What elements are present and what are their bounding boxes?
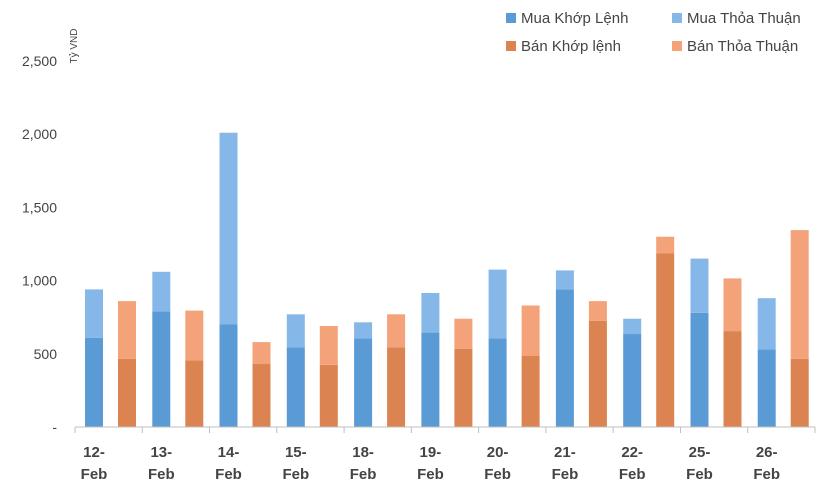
x-tick-label: 18-Feb xyxy=(350,444,377,481)
bar-ban-thoa-thuan-13-feb xyxy=(185,310,204,361)
bar-mua-khop-lenh-19-feb xyxy=(421,332,440,427)
x-tick-label: 19-Feb xyxy=(417,444,444,481)
bar-ban-thoa-thuan-25-feb xyxy=(723,278,742,332)
bar-mua-khop-lenh-13-feb xyxy=(152,311,171,427)
x-tick-label: 21-Feb xyxy=(552,444,579,481)
bar-ban-khop-lenh-13-feb xyxy=(185,360,204,427)
legend-swatch-mua-khop-lenh xyxy=(506,13,516,23)
bar-ban-thoa-thuan-20-feb xyxy=(521,305,540,356)
x-tick-label: 26-Feb xyxy=(753,444,780,481)
bar-ban-khop-lenh-22-feb xyxy=(656,253,675,427)
bar-mua-thoa-thuan-22-feb xyxy=(623,318,642,335)
bar-mua-khop-lenh-22-feb xyxy=(623,334,642,427)
bar-ban-thoa-thuan-26-feb xyxy=(790,230,809,359)
bar-ban-khop-lenh-15-feb xyxy=(319,364,338,427)
bar-ban-khop-lenh-18-feb xyxy=(387,347,406,427)
bar-mua-khop-lenh-26-feb xyxy=(757,349,776,427)
bar-mua-khop-lenh-25-feb xyxy=(690,312,709,427)
bar-ban-thoa-thuan-14-feb xyxy=(252,342,271,365)
bar-ban-khop-lenh-21-feb xyxy=(588,320,607,427)
bar-mua-thoa-thuan-13-feb xyxy=(152,271,171,312)
x-tick-label: 13-Feb xyxy=(148,444,175,481)
x-tick-label: 15-Feb xyxy=(282,444,309,481)
bar-mua-thoa-thuan-18-feb xyxy=(354,322,373,339)
y-tick-label: 1,500 xyxy=(22,199,57,215)
bar-mua-thoa-thuan-25-feb xyxy=(690,258,709,313)
bar-ban-thoa-thuan-12-feb xyxy=(118,301,136,359)
bar-mua-thoa-thuan-20-feb xyxy=(488,269,507,339)
bar-ban-khop-lenh-20-feb xyxy=(521,356,540,427)
bar-mua-khop-lenh-14-feb xyxy=(219,324,238,427)
x-tick-label: 20-Feb xyxy=(484,444,511,481)
bar-mua-khop-lenh-12-feb xyxy=(85,337,103,427)
bar-mua-thoa-thuan-15-feb xyxy=(286,314,305,348)
bar-mua-khop-lenh-20-feb xyxy=(488,338,507,427)
bar-ban-khop-lenh-25-feb xyxy=(723,331,742,427)
bar-ban-khop-lenh-26-feb xyxy=(790,358,809,427)
bar-mua-thoa-thuan-19-feb xyxy=(421,293,440,333)
legend-label-mua-thoa-thuan: Mua Thỏa Thuận xyxy=(687,10,801,27)
y-tick-label: 2,500 xyxy=(22,53,57,69)
legend-label-ban-khop-lenh: Bán Khớp lệnh xyxy=(521,38,621,55)
bar-ban-khop-lenh-19-feb xyxy=(454,348,473,427)
y-tick-label: 1,000 xyxy=(22,273,57,289)
bar-mua-thoa-thuan-14-feb xyxy=(219,132,238,325)
bar-mua-khop-lenh-21-feb xyxy=(555,289,574,427)
y-axis-label: Tỷ VND xyxy=(68,29,80,64)
bar-ban-thoa-thuan-22-feb xyxy=(656,236,675,254)
x-tick-label: 22-Feb xyxy=(619,444,646,481)
y-tick-label: - xyxy=(52,419,57,435)
bar-mua-khop-lenh-18-feb xyxy=(354,338,373,427)
legend-swatch-ban-khop-lenh xyxy=(506,41,516,51)
y-tick-label: 2,000 xyxy=(22,126,57,142)
bar-ban-thoa-thuan-19-feb xyxy=(454,318,473,349)
bar-ban-khop-lenh-12-feb xyxy=(118,358,136,427)
x-tick-label: 12-Feb xyxy=(81,444,108,481)
bar-ban-thoa-thuan-21-feb xyxy=(588,301,607,321)
y-tick-label: 500 xyxy=(34,346,58,362)
legend-swatch-ban-thoa-thuan xyxy=(672,41,682,51)
bar-ban-khop-lenh-14-feb xyxy=(252,364,271,427)
legend-swatch-mua-thoa-thuan xyxy=(672,13,682,23)
bar-mua-thoa-thuan-21-feb xyxy=(555,270,574,290)
bar-ban-thoa-thuan-15-feb xyxy=(319,326,338,365)
bar-mua-thoa-thuan-12-feb xyxy=(85,289,103,338)
x-tick-label: 14-Feb xyxy=(215,444,242,481)
bar-mua-khop-lenh-15-feb xyxy=(286,347,305,427)
bar-mua-thoa-thuan-26-feb xyxy=(757,298,776,350)
legend-label-mua-khop-lenh: Mua Khớp Lệnh xyxy=(521,10,628,27)
x-tick-label: 25-Feb xyxy=(686,444,713,481)
bar-ban-thoa-thuan-18-feb xyxy=(387,314,406,348)
legend-label-ban-thoa-thuan: Bán Thỏa Thuận xyxy=(687,38,798,55)
